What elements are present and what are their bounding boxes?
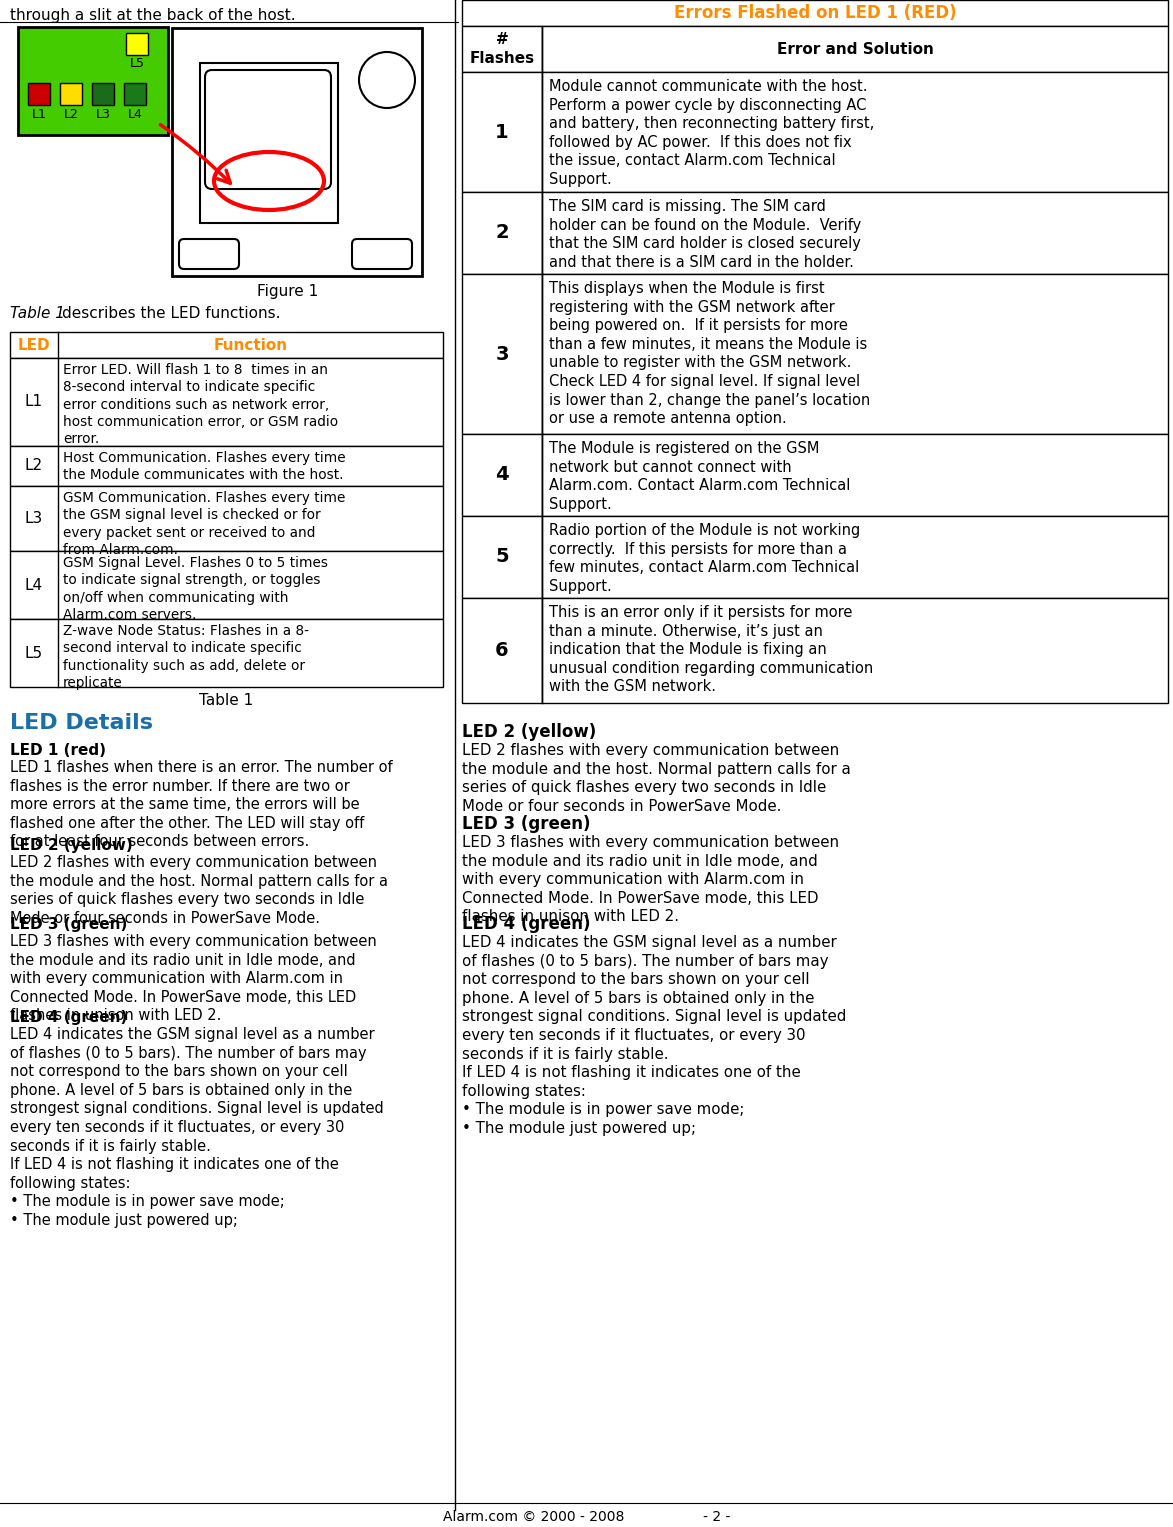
Text: Error and Solution: Error and Solution [777, 41, 934, 56]
Text: This displays when the Module is first
registering with the GSM network after
be: This displays when the Module is first r… [549, 281, 870, 426]
Bar [11, 446, 443, 486]
Text: Table 1: Table 1 [199, 693, 253, 709]
Text: This is an error only if it persists for more
than a minute. Otherwise, it’s jus: This is an error only if it persists for… [549, 605, 873, 695]
Bar [18, 27, 168, 134]
Text: LED 4 indicates the GSM signal level as a number
of flashes (0 to 5 bars). The n: LED 4 indicates the GSM signal level as … [11, 1028, 384, 1228]
Text: The SIM card is missing. The SIM card
holder can be found on the Module.  Verify: The SIM card is missing. The SIM card ho… [549, 199, 861, 270]
Text: The Module is registered on the GSM
network but cannot connect with
Alarm.com. C: The Module is registered on the GSM netw… [549, 441, 850, 512]
Bar [462, 72, 542, 192]
Text: L3: L3 [95, 108, 110, 121]
Text: LED Details: LED Details [11, 713, 152, 733]
Text: L5: L5 [129, 56, 144, 70]
Bar [172, 27, 422, 276]
Text: LED 2 flashes with every communication between
the module and the host. Normal p: LED 2 flashes with every communication b… [462, 744, 850, 814]
Text: 6: 6 [495, 641, 509, 660]
Text: L4: L4 [25, 577, 43, 592]
Bar [462, 192, 542, 273]
Bar [124, 82, 145, 105]
Bar [11, 357, 443, 446]
Text: 5: 5 [495, 548, 509, 567]
Text: Z-wave Node Status: Flashes in a 8-
second interval to indicate specific
functio: Z-wave Node Status: Flashes in a 8- seco… [63, 625, 308, 690]
Bar [462, 0, 1168, 26]
Text: 4: 4 [495, 466, 509, 484]
Text: L3: L3 [25, 512, 43, 525]
Text: LED 2 (yellow): LED 2 (yellow) [11, 838, 133, 854]
Text: LED 1 flashes when there is an error. The number of
flashes is the error number.: LED 1 flashes when there is an error. Th… [11, 760, 393, 849]
Text: through a slit at the back of the host.: through a slit at the back of the host. [11, 8, 296, 23]
Text: Host Communication. Flashes every time
the Module communicates with the host.: Host Communication. Flashes every time t… [63, 450, 346, 483]
Text: L4: L4 [128, 108, 142, 121]
Text: GSM Signal Level. Flashes 0 to 5 times
to indicate signal strength, or toggles
o: GSM Signal Level. Flashes 0 to 5 times t… [63, 556, 328, 621]
FancyArrowPatch shape [161, 125, 230, 183]
Text: LED 3 (green): LED 3 (green) [462, 815, 590, 834]
Text: L1: L1 [25, 394, 43, 409]
Text: describes the LED functions.: describes the LED functions. [62, 305, 280, 321]
Text: L1: L1 [32, 108, 47, 121]
Text: LED 4 indicates the GSM signal level as a number
of flashes (0 to 5 bars). The n: LED 4 indicates the GSM signal level as … [462, 935, 847, 1136]
Text: GSM Communication. Flashes every time
the GSM signal level is checked or for
eve: GSM Communication. Flashes every time th… [63, 492, 345, 557]
Bar [11, 551, 443, 618]
Text: Errors Flashed on LED 1 (RED): Errors Flashed on LED 1 (RED) [673, 5, 956, 21]
Text: LED 3 (green): LED 3 (green) [11, 918, 128, 931]
Text: Table 1: Table 1 [11, 305, 70, 321]
Text: Radio portion of the Module is not working
correctly.  If this persists for more: Radio portion of the Module is not worki… [549, 524, 860, 594]
Text: LED 4 (green): LED 4 (green) [11, 1009, 128, 1025]
Text: 2: 2 [495, 223, 509, 243]
Text: Error LED. Will flash 1 to 8  times in an
8-second interval to indicate specific: Error LED. Will flash 1 to 8 times in an… [63, 363, 338, 446]
Text: Module cannot communicate with the host.
Perform a power cycle by disconnecting : Module cannot communicate with the host.… [549, 79, 874, 186]
Text: LED 2 (yellow): LED 2 (yellow) [462, 722, 596, 741]
Bar [28, 82, 50, 105]
Bar [542, 516, 1168, 599]
Bar [11, 486, 443, 551]
Bar [11, 331, 443, 357]
Text: LED 1 (red): LED 1 (red) [11, 744, 106, 757]
Text: Figure 1: Figure 1 [257, 284, 318, 299]
Text: LED 4 (green): LED 4 (green) [462, 915, 590, 933]
Bar [542, 192, 1168, 273]
Text: #
Flashes: # Flashes [469, 32, 535, 66]
Text: L2: L2 [63, 108, 79, 121]
FancyBboxPatch shape [352, 240, 412, 269]
Bar [462, 26, 542, 72]
Text: LED 3 flashes with every communication between
the module and its radio unit in : LED 3 flashes with every communication b… [11, 935, 377, 1023]
Bar [60, 82, 82, 105]
Bar [542, 26, 1168, 72]
FancyBboxPatch shape [179, 240, 239, 269]
Circle shape [359, 52, 415, 108]
Bar [462, 434, 542, 516]
Text: LED 3 flashes with every communication between
the module and its radio unit in : LED 3 flashes with every communication b… [462, 835, 839, 924]
Text: Function: Function [213, 337, 287, 353]
Text: LED 2 flashes with every communication between
the module and the host. Normal p: LED 2 flashes with every communication b… [11, 855, 388, 925]
Text: LED: LED [18, 337, 50, 353]
Bar [126, 34, 148, 55]
FancyBboxPatch shape [205, 70, 331, 189]
Text: Alarm.com © 2000 - 2008                  - 2 -: Alarm.com © 2000 - 2008 - 2 - [443, 1510, 730, 1524]
Bar [91, 82, 114, 105]
Bar [462, 516, 542, 599]
Text: 1: 1 [495, 122, 509, 142]
Bar [542, 273, 1168, 434]
Text: 3: 3 [495, 345, 509, 363]
Bar [542, 72, 1168, 192]
Bar [542, 599, 1168, 702]
Text: L5: L5 [25, 646, 43, 661]
Bar [542, 434, 1168, 516]
Bar [201, 63, 338, 223]
Bar [462, 273, 542, 434]
Bar [462, 599, 542, 702]
Text: L2: L2 [25, 458, 43, 473]
Bar [11, 618, 443, 687]
